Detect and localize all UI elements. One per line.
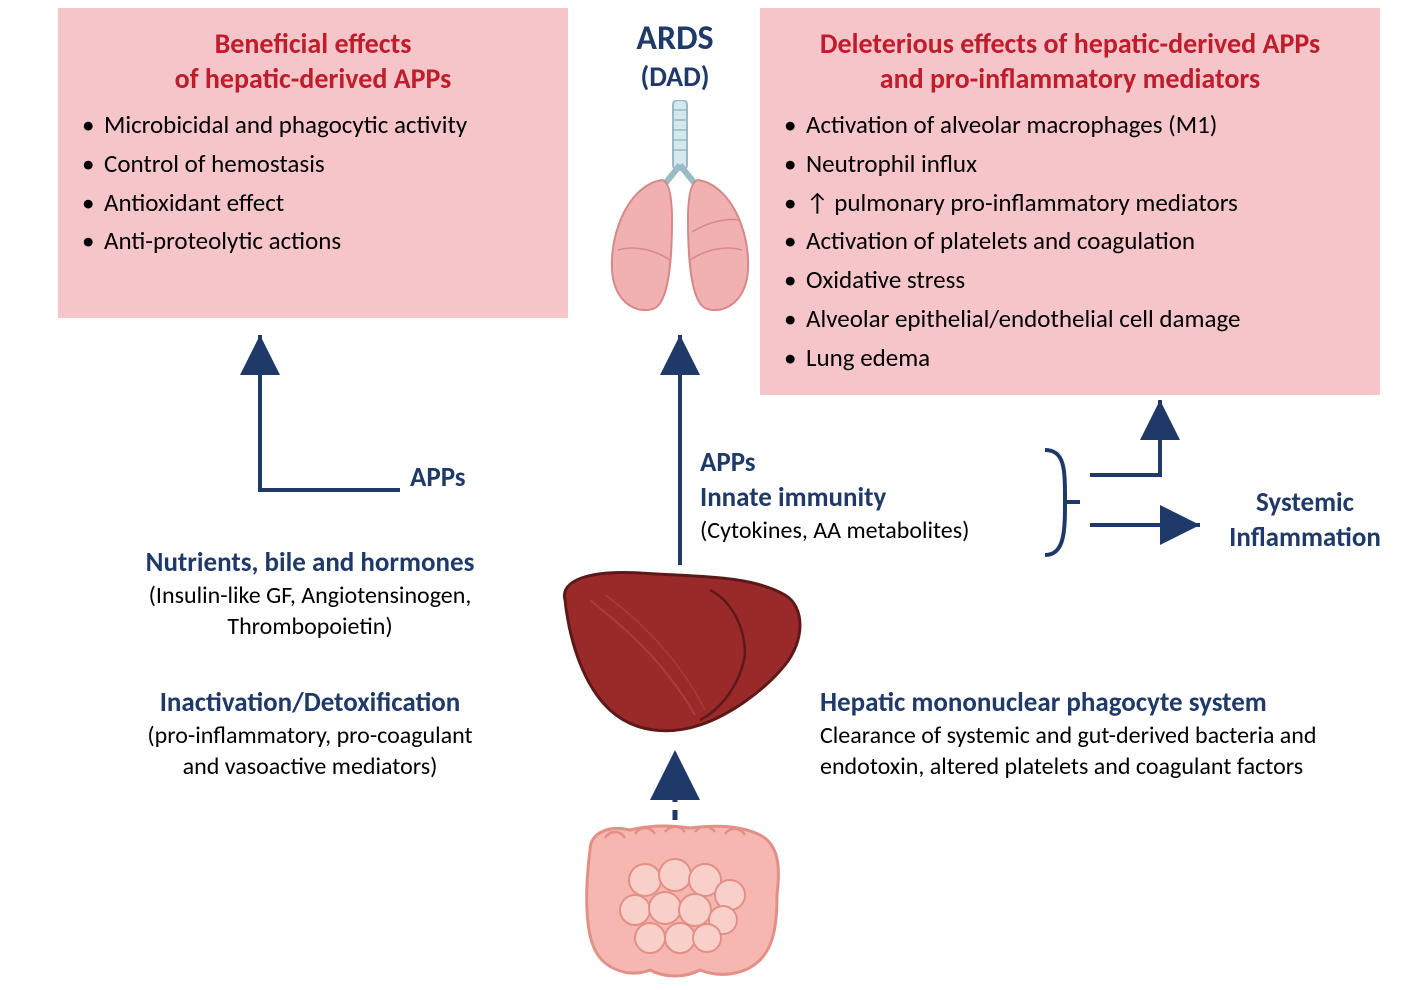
beneficial-effects-box: Beneficial effects of hepatic-derived AP…	[58, 8, 568, 318]
deleterious-title-line2: and pro-inflammatory mediators	[880, 61, 1260, 96]
list-item: Lung edema	[784, 339, 1356, 378]
nutrients-sub2: Thrombopoietin)	[90, 611, 530, 642]
deleterious-effects-box: Deleterious effects of hepatic-derived A…	[760, 8, 1380, 395]
lungs-icon	[600, 100, 760, 325]
systemic-line2: Inflammation	[1210, 520, 1400, 555]
liver-icon	[550, 565, 810, 750]
list-item: Control of hemostasis	[82, 145, 544, 184]
deleterious-title-line1: Deleterious effects of hepatic-derived A…	[820, 26, 1320, 61]
apps-right-line2: Innate immunity	[700, 480, 1040, 515]
beneficial-title-line2: of hepatic-derived APPs	[175, 61, 452, 96]
hmps-block: Hepatic mononuclear phagocyte system Cle…	[820, 685, 1400, 782]
apps-left-text: APPs	[410, 460, 466, 495]
nutrients-block: Nutrients, bile and hormones (Insulin-li…	[90, 545, 530, 642]
deleterious-title: Deleterious effects of hepatic-derived A…	[784, 26, 1356, 96]
list-item: Activation of platelets and coagulation	[784, 222, 1356, 261]
ards-title: ARDS	[585, 18, 765, 59]
ards-sub: (DAD)	[585, 59, 765, 94]
hmps-sub2: endotoxin, altered platelets and coagula…	[820, 751, 1400, 782]
inactivation-block: Inactivation/Detoxification (pro-inflamm…	[90, 685, 530, 782]
inactivation-sub1: (pro-inflammatory, pro-coagulant	[90, 720, 530, 751]
systemic-inflammation-label: Systemic Inflammation	[1210, 485, 1400, 555]
list-item: Anti-proteolytic actions	[82, 222, 544, 261]
intestine-icon	[555, 820, 805, 990]
list-item: Antioxidant effect	[82, 184, 544, 223]
list-item: ↑ pulmonary pro-inflammatory mediators	[784, 184, 1356, 223]
ards-label: ARDS (DAD)	[585, 18, 765, 94]
inactivation-heading: Inactivation/Detoxification	[90, 685, 530, 720]
list-item: Microbicidal and phagocytic activity	[82, 106, 544, 145]
list-item: Neutrophil influx	[784, 145, 1356, 184]
nutrients-sub1: (Insulin-like GF, Angiotensinogen,	[90, 580, 530, 611]
inactivation-sub2: and vasoactive mediators)	[90, 751, 530, 782]
list-item: Activation of alveolar macrophages (M1)	[784, 106, 1356, 145]
nutrients-heading: Nutrients, bile and hormones	[90, 545, 530, 580]
apps-right-sub: (Cytokines, AA metabolites)	[700, 515, 1040, 546]
systemic-line1: Systemic	[1210, 485, 1400, 520]
list-item: Alveolar epithelial/endothelial cell dam…	[784, 300, 1356, 339]
beneficial-title-line1: Beneficial effects	[215, 26, 412, 61]
apps-right-line1: APPs	[700, 445, 1040, 480]
beneficial-list: Microbicidal and phagocytic activityCont…	[82, 106, 544, 261]
deleterious-list: Activation of alveolar macrophages (M1)N…	[784, 106, 1356, 377]
hmps-heading: Hepatic mononuclear phagocyte system	[820, 685, 1400, 720]
apps-innate-block: APPs Innate immunity (Cytokines, AA meta…	[700, 445, 1040, 546]
apps-left-label: APPs	[410, 460, 466, 495]
hmps-sub1: Clearance of systemic and gut-derived ba…	[820, 720, 1400, 751]
list-item: Oxidative stress	[784, 261, 1356, 300]
beneficial-title: Beneficial effects of hepatic-derived AP…	[82, 26, 544, 96]
